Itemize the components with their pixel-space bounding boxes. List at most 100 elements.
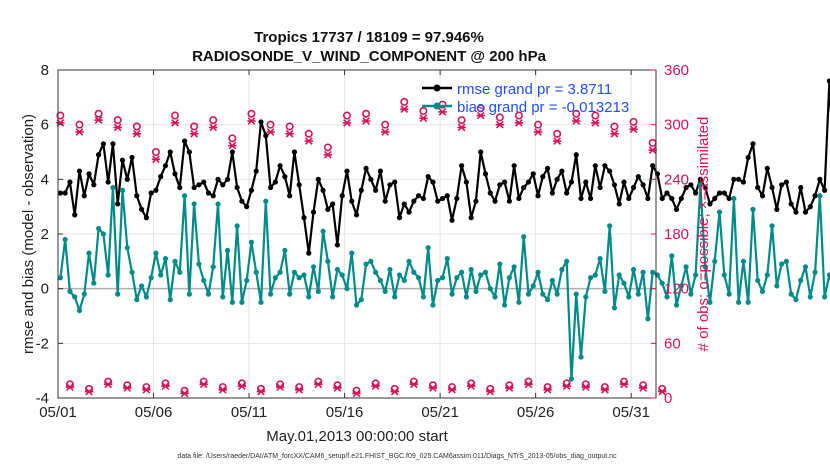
x-axis-label: May.01,2013 00:00:00 start <box>266 428 448 445</box>
rmse-point <box>783 179 789 185</box>
bias-point <box>611 305 618 311</box>
bias-point <box>148 275 154 281</box>
rmse-point <box>812 193 818 199</box>
obs-possible-point <box>304 129 313 138</box>
bias-point <box>95 225 102 232</box>
bias-point <box>110 184 116 191</box>
rmse-point <box>72 212 78 218</box>
bias-point <box>186 291 192 297</box>
bias-point <box>607 223 613 229</box>
bias-point <box>506 275 512 281</box>
rmse-point <box>521 184 527 191</box>
bias-point <box>678 283 684 289</box>
bias-point <box>468 266 474 273</box>
rmse-point <box>363 165 369 171</box>
bias-point <box>802 264 809 270</box>
bias-point <box>267 291 274 297</box>
rmse-point <box>392 179 398 185</box>
bias-point <box>158 272 164 278</box>
bias-point <box>301 272 307 278</box>
rmse-point <box>807 204 813 210</box>
rmse-point <box>650 163 656 169</box>
rmse-point <box>344 168 350 174</box>
rmse-point <box>540 174 546 180</box>
rmse-point <box>817 176 823 182</box>
rmse-point <box>793 209 799 215</box>
bias-point <box>501 302 508 308</box>
x-tick-label: 05/11 <box>231 404 267 421</box>
obs-possible-point <box>56 111 65 120</box>
bias-point <box>798 277 804 284</box>
rmse-point <box>559 168 565 174</box>
bias-point <box>115 291 121 297</box>
rmse-point <box>459 163 465 169</box>
y-tick-label: 8 <box>41 62 49 79</box>
rmse-point <box>57 190 63 196</box>
obs-possible-point <box>94 109 103 118</box>
legend-bias-label: bias grand pr = -0.013213 <box>457 99 629 116</box>
y-axis-label-right: # of obs: o=possible; ×=assimilated <box>695 117 712 352</box>
rmse-point <box>506 198 512 204</box>
rmse-point <box>731 176 737 182</box>
obs-assimilated-point <box>400 105 409 114</box>
y-right-tick-label: 120 <box>664 281 689 298</box>
bias-point <box>587 275 594 281</box>
obs-assimilated-point <box>218 385 227 394</box>
bias-point <box>487 286 493 292</box>
bias-point <box>650 269 656 275</box>
bias-point <box>181 193 188 199</box>
bias-point <box>535 269 541 275</box>
bias-point <box>726 291 732 297</box>
rmse-point <box>564 190 570 196</box>
bias-point <box>683 264 689 270</box>
bias-point <box>325 258 331 264</box>
bias-point <box>425 245 431 251</box>
bias-point <box>296 275 302 281</box>
rmse-point <box>291 149 298 155</box>
rmse-point <box>186 149 192 155</box>
obs-possible-point <box>285 122 294 131</box>
bias-point <box>248 239 255 245</box>
rmse-point <box>119 157 126 163</box>
rmse-point <box>138 206 145 212</box>
rmse-point <box>253 168 259 174</box>
rmse-point <box>587 195 594 202</box>
bias-point <box>100 231 106 237</box>
bias-point <box>167 297 173 303</box>
obs-assimilated-point <box>75 128 84 136</box>
bias-point <box>406 258 412 264</box>
obs-assimilated-point <box>314 380 323 389</box>
obs-assimilated-point <box>514 118 524 127</box>
y-right-tick-label: 180 <box>664 226 689 243</box>
rmse-point <box>330 201 336 207</box>
chart-subtitle: RADIOSONDE_V_WIND_COMPONENT @ 200 hPa <box>192 48 547 65</box>
rmse-point <box>310 209 317 215</box>
bias-point <box>597 256 603 262</box>
rmse-point <box>554 176 560 182</box>
bias-point <box>76 307 83 314</box>
rmse-point <box>487 190 493 196</box>
obs-assimilated-point <box>419 114 428 123</box>
rmse-point <box>239 198 245 204</box>
y-tick-label: 0 <box>41 281 49 298</box>
rmse-point <box>669 195 675 202</box>
rmse-point <box>158 174 164 180</box>
rmse-point <box>401 201 407 207</box>
axis-ticks: 05/01 05/06 05/11 05/16 05/21 05/26 05/31 -4 -2 0… <box>36 62 689 421</box>
obs-assimilated-point <box>94 116 103 124</box>
obs-assimilated-point <box>447 385 457 394</box>
rmse-point <box>678 195 684 202</box>
rmse-point <box>191 184 197 191</box>
rmse-point <box>750 141 756 147</box>
rmse-point <box>373 187 379 193</box>
rmse-point <box>86 171 92 177</box>
bias-point <box>72 294 78 300</box>
y-tick-label: 4 <box>41 171 49 188</box>
rmse-point <box>745 154 751 161</box>
rmse-point <box>702 184 708 191</box>
obs-assimilated-point <box>65 383 75 391</box>
bias-point <box>783 258 789 264</box>
obs-assimilated-point <box>275 383 285 391</box>
bias-point <box>143 294 149 300</box>
bias-point <box>138 283 145 289</box>
